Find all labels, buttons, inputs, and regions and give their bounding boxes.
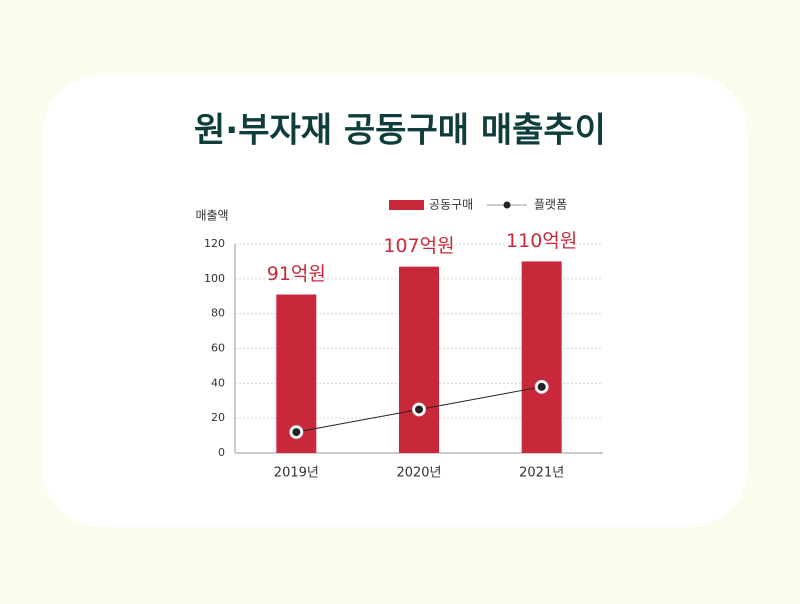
value-label: 91억원 xyxy=(267,263,326,285)
y-tick-label: 0 xyxy=(218,446,225,459)
bar xyxy=(399,266,439,453)
x-tick-label: 2021년 xyxy=(519,466,564,481)
value-label: 107억원 xyxy=(383,235,454,257)
chart-title: 원·부자재 공동구매 매출추이 xyxy=(194,111,606,151)
y-tick-label: 60 xyxy=(211,342,225,355)
x-tick-label: 2020년 xyxy=(396,466,441,481)
legend-label: 공동구매 xyxy=(429,198,473,212)
y-tick-label: 20 xyxy=(211,411,225,424)
y-tick-label: 80 xyxy=(211,307,225,320)
y-tick-label: 40 xyxy=(211,376,225,389)
point-core xyxy=(415,405,423,414)
value-label: 110억원 xyxy=(506,230,577,252)
legend-swatch xyxy=(389,200,424,210)
point-core xyxy=(537,382,546,391)
legend-label: 플랫폼 xyxy=(534,198,567,212)
x-tick-label: 2019년 xyxy=(274,466,319,481)
legend-swatch-dot xyxy=(503,201,511,209)
y-tick-label: 120 xyxy=(204,237,225,250)
bar xyxy=(521,261,562,453)
y-axis-label: 매출액 xyxy=(195,209,228,223)
y-tick-label: 100 xyxy=(204,272,225,285)
point-core xyxy=(292,428,301,437)
card xyxy=(42,75,748,527)
